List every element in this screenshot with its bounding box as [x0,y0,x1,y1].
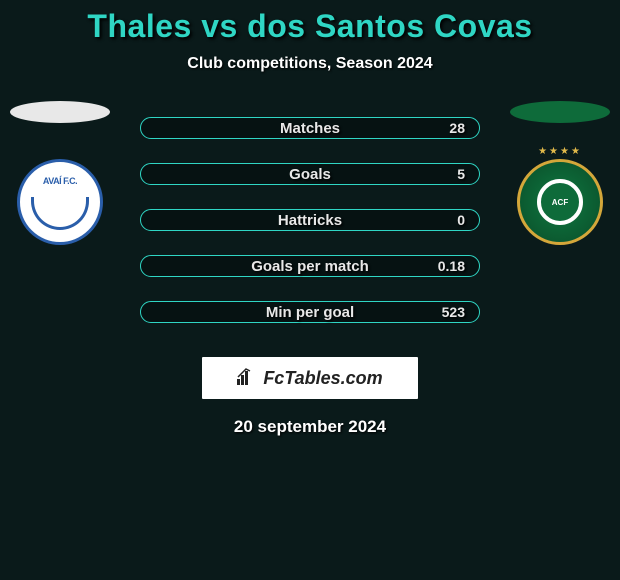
stat-value: 28 [449,120,465,136]
right-color-ellipse [510,101,610,123]
stat-label: Min per goal [266,304,354,321]
left-team-badge: AVAÍ F.C. [17,159,103,245]
stat-value: 0 [457,212,465,228]
right-team-column: ACF [500,101,620,245]
left-badge-text: AVAÍ F.C. [43,176,77,186]
stat-value: 523 [442,304,465,320]
date-text: 20 september 2024 [0,417,620,437]
stat-value: 0.18 [438,258,465,274]
left-team-column: AVAÍ F.C. [0,101,120,245]
stat-label: Goals [289,166,331,183]
right-team-badge: ACF [517,159,603,245]
brand-text: FcTables.com [263,368,382,389]
stat-row-hattricks: Hattricks 0 [140,209,480,231]
stat-row-goals: Goals 5 [140,163,480,185]
comparison-card: Thales vs dos Santos Covas Club competit… [0,0,620,440]
stats-list: Matches 28 Goals 5 Hattricks 0 Goals per… [140,117,480,323]
right-badge-text: ACF [537,179,583,225]
stat-row-min-per-goal: Min per goal 523 [140,301,480,323]
left-color-ellipse [10,101,110,123]
chart-icon [237,367,257,390]
stat-label: Hattricks [278,212,342,229]
subtitle: Club competitions, Season 2024 [0,55,620,73]
stat-label: Goals per match [251,258,369,275]
stat-label: Matches [280,120,340,137]
stat-value: 5 [457,166,465,182]
stat-row-goals-per-match: Goals per match 0.18 [140,255,480,277]
branding-box[interactable]: FcTables.com [202,357,418,399]
stat-row-matches: Matches 28 [140,117,480,139]
page-title: Thales vs dos Santos Covas [0,8,620,45]
content-area: AVAÍ F.C. ACF Matches 28 Goals 5 Hattric… [0,117,620,337]
